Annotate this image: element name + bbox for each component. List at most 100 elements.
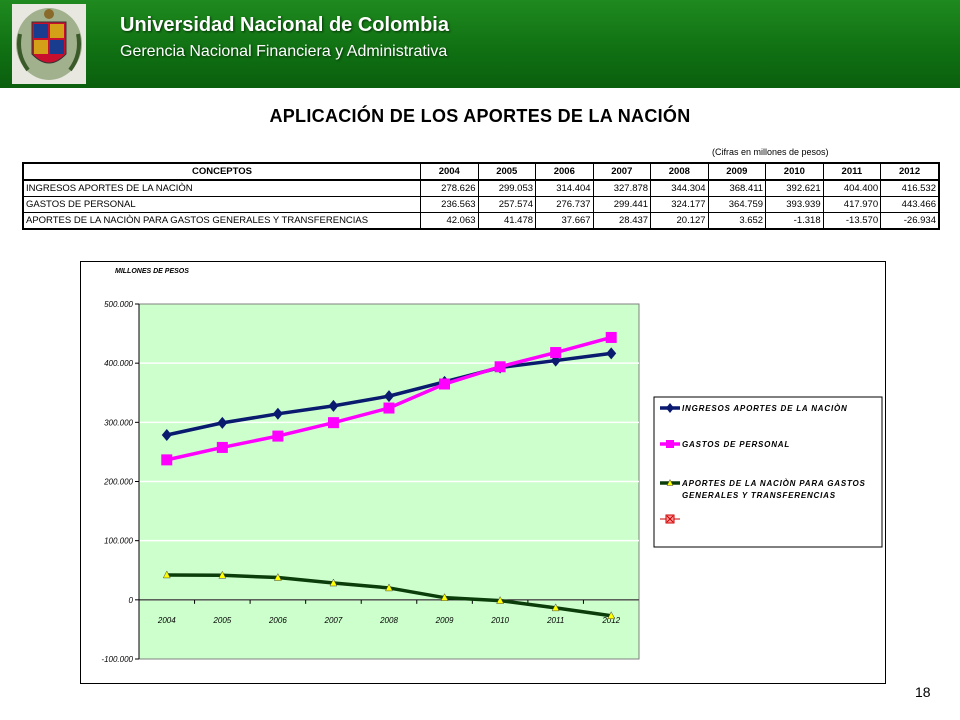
x-tick-label: 2010 <box>490 616 509 625</box>
y-tick-label: 0 <box>129 596 134 605</box>
table-cell: 344.304 <box>650 179 709 197</box>
legend-label: INGRESOS APORTES DE LA NACIÒN <box>682 404 848 413</box>
table-cell-concept: INGRESOS APORTES DE LA NACIÒN <box>22 179 421 197</box>
y-tick-label: 500.000 <box>104 300 133 309</box>
table-cell: 314.404 <box>535 179 594 197</box>
table-cell: 417.970 <box>822 196 882 213</box>
table-cell: 416.532 <box>880 179 940 197</box>
table-cell: 3.652 <box>707 212 767 230</box>
data-point <box>327 417 339 429</box>
column-header-year: 2009 <box>707 162 767 181</box>
y-axis-label: MILLONES DE PESOS <box>115 268 189 275</box>
table-cell: 404.400 <box>822 179 882 197</box>
x-tick-label: 2006 <box>268 616 287 625</box>
y-tick-label: 200.000 <box>103 478 133 487</box>
column-header-year: 2007 <box>592 162 652 181</box>
table-cell: 278.626 <box>420 179 479 197</box>
table-cell: 37.667 <box>535 212 594 230</box>
column-header-year: 2010 <box>765 162 824 181</box>
table-row: APORTES DE LA NACIÒN PARA GASTOS GENERAL… <box>22 212 940 230</box>
data-table: CONCEPTOS 2004 2005 2006 2007 2008 2009 … <box>22 162 940 230</box>
table-cell: 392.621 <box>765 179 824 197</box>
data-point <box>328 399 339 412</box>
y-tick-label: 100.000 <box>104 537 133 546</box>
data-point <box>605 331 617 343</box>
x-tick-label: 2005 <box>212 616 231 625</box>
data-point <box>607 611 616 620</box>
university-crest-icon <box>12 4 86 84</box>
y-tick-label: -100.000 <box>101 655 133 664</box>
data-point <box>161 428 172 441</box>
legend-marker-x-icon <box>666 515 674 523</box>
table-cell: 364.759 <box>707 196 767 213</box>
data-point <box>329 578 338 587</box>
table-cell: 236.563 <box>420 196 479 213</box>
university-name: Universidad Nacional de Colombia <box>120 14 449 36</box>
table-cell: -1.318 <box>765 212 824 230</box>
table-cell: 276.737 <box>535 196 594 213</box>
data-point <box>496 596 505 604</box>
legend-marker <box>666 403 674 413</box>
data-point <box>161 454 173 466</box>
table-cell: 393.939 <box>765 196 824 213</box>
data-point <box>385 583 393 592</box>
header-bar: Universidad Nacional de Colombia Gerenci… <box>0 0 960 88</box>
units-note: (Cifras en millones de pesos) <box>712 147 829 157</box>
y-tick-label: 300.000 <box>104 418 133 427</box>
table-cell: -13.570 <box>822 212 882 230</box>
table-cell: -26.934 <box>880 212 940 230</box>
table-cell: 42.063 <box>420 212 479 230</box>
page-number: 18 <box>915 684 931 700</box>
legend-marker <box>666 478 674 486</box>
x-tick-label: 2008 <box>379 616 398 625</box>
legend-box <box>653 396 883 548</box>
data-point <box>383 402 395 414</box>
data-point <box>551 603 560 612</box>
table-row: GASTOS DE PERSONAL 236.563 257.574 276.7… <box>22 196 940 213</box>
table-cell: 257.574 <box>477 196 537 213</box>
table-cell: 324.177 <box>650 196 709 213</box>
data-point <box>439 378 451 390</box>
table-cell: 327.878 <box>592 179 652 197</box>
column-header-concept: CONCEPTOS <box>22 162 421 181</box>
column-header-year: 2006 <box>535 162 594 181</box>
chart-svg: MILLONES DE PESOS -100.000 0 100.000 200.000… <box>101 268 883 664</box>
x-tick-label: 2004 <box>157 616 176 625</box>
table-row: INGRESOS APORTES DE LA NACIÒN 278.626 29… <box>22 179 940 197</box>
department-name: Gerencia Nacional Financiera y Administr… <box>120 43 448 60</box>
data-point <box>162 570 171 579</box>
data-point <box>216 441 228 453</box>
column-header-year: 2012 <box>880 162 940 181</box>
x-tick-label: 2007 <box>324 616 343 625</box>
column-header-year: 2008 <box>650 162 709 181</box>
table-cell: 299.441 <box>592 196 652 213</box>
data-point <box>273 572 282 581</box>
table-cell: 299.053 <box>477 179 537 197</box>
data-point <box>217 416 228 429</box>
x-tick-label: 2012 <box>601 616 620 625</box>
table-cell: 28.437 <box>592 212 652 230</box>
data-point <box>384 390 394 403</box>
column-header-year: 2005 <box>477 162 537 181</box>
table-cell: 368.411 <box>707 179 767 197</box>
legend-label: APORTES DE LA NACIÒN PARA GASTOS GENERALE… <box>681 479 866 500</box>
data-point <box>494 361 506 373</box>
table-cell: 41.478 <box>477 212 537 230</box>
data-point <box>218 570 227 579</box>
page-title: APLICACIÓN DE LOS APORTES DE LA NACIÓN <box>269 106 691 126</box>
x-tick-label: 2009 <box>435 616 454 625</box>
table-cell-concept: APORTES DE LA NACIÒN PARA GASTOS GENERAL… <box>22 212 421 230</box>
table-cell: 443.466 <box>880 196 940 213</box>
column-header-year: 2011 <box>822 162 882 181</box>
table-header-row: CONCEPTOS 2004 2005 2006 2007 2008 2009 … <box>22 162 940 181</box>
column-header-year: 2004 <box>420 162 479 181</box>
table-cell: 20.127 <box>650 212 709 230</box>
y-tick-label: 400.000 <box>104 359 133 368</box>
legend-marker <box>666 440 674 448</box>
x-tick-label: 2011 <box>546 616 564 625</box>
data-point <box>272 407 283 420</box>
data-point <box>550 347 562 359</box>
line-chart: MILLONES DE PESOS -100.000 0 100.000 200.000… <box>80 261 886 684</box>
legend-label: GASTOS DE PERSONAL <box>682 440 790 449</box>
data-point <box>440 593 449 601</box>
